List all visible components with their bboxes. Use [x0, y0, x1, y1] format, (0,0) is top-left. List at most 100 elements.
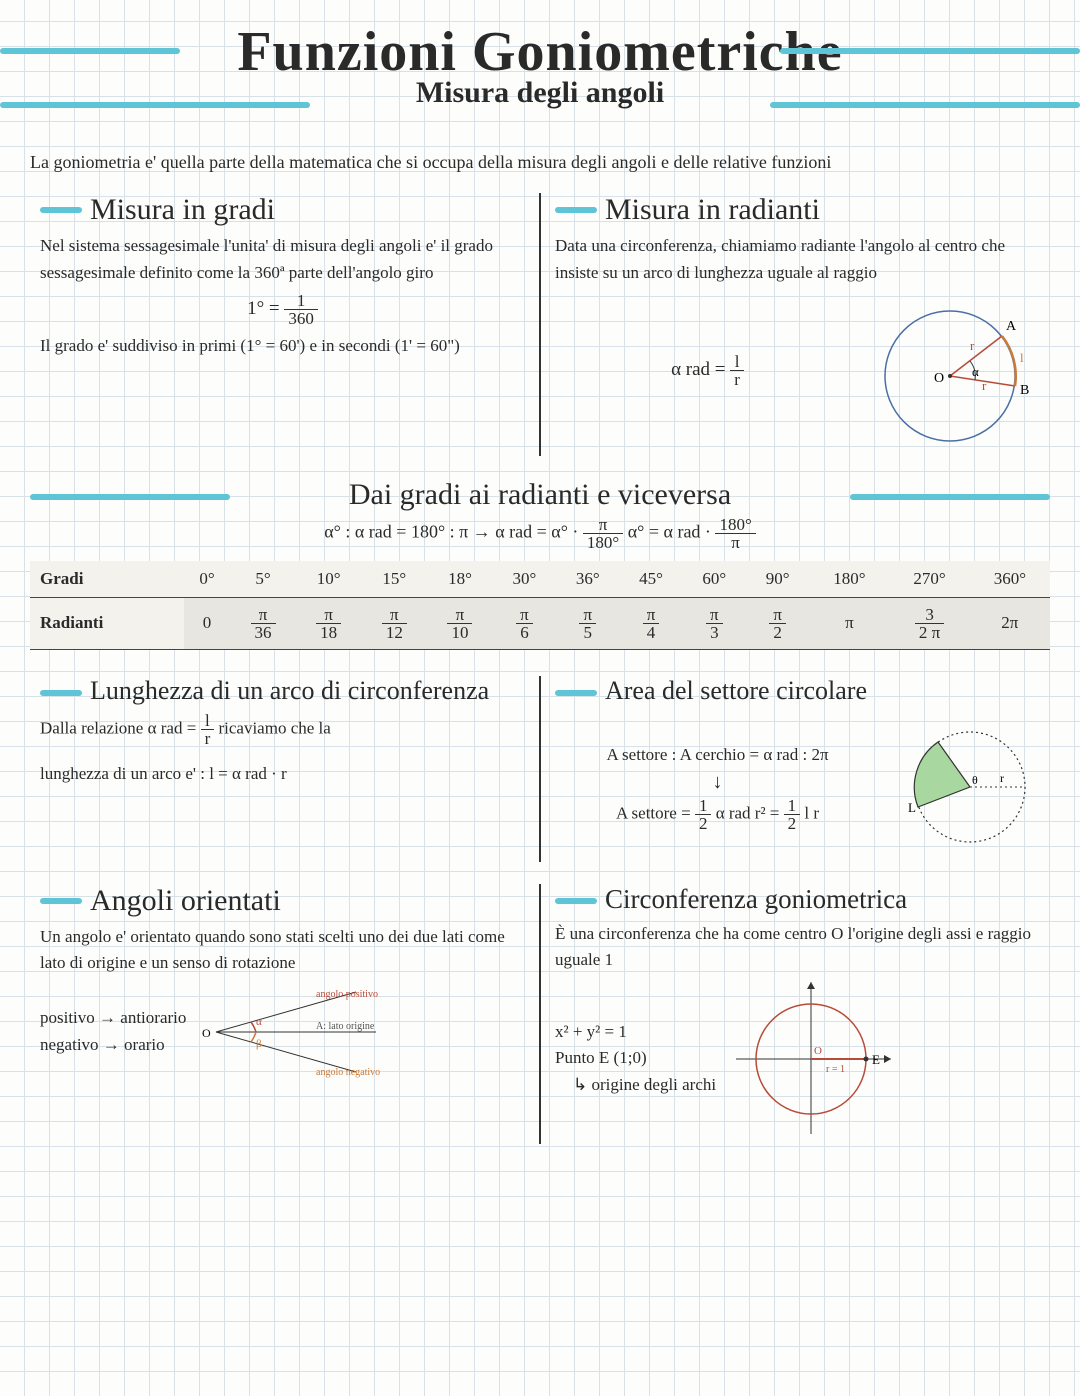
arrow-down-icon: ↓ — [555, 767, 880, 797]
unit-circle-diagram: O E r = 1 — [726, 974, 896, 1144]
sector-content: A settore : A cerchio = α rad : 2π ↓ A s… — [555, 712, 1040, 862]
table-cell: 60° — [683, 561, 746, 598]
table-cell: π — [809, 597, 889, 649]
heading-conversion: Dai gradi ai radianti e viceversa — [30, 478, 1050, 512]
fraction: π180° — [583, 516, 623, 551]
orient-p1: Un angolo e' orientato quando sono stati… — [40, 924, 525, 977]
fraction: 12 — [695, 797, 712, 832]
svg-text:r = 1: r = 1 — [826, 1064, 845, 1075]
table-cell: Radianti — [30, 597, 184, 649]
svg-text:O: O — [814, 1045, 822, 1057]
col-radianti: Misura in radianti Data una circonferenz… — [545, 193, 1050, 456]
column-divider — [539, 676, 541, 862]
table-cell: 32 π — [889, 597, 969, 649]
svg-text:angolo positivo: angolo positivo — [316, 989, 378, 1000]
table-cell: 45° — [619, 561, 682, 598]
conversion-table: Gradi0°5°10°15°18°30°36°45°60°90°180°270… — [30, 561, 1050, 650]
heading-orientati: Angoli orientati — [40, 884, 525, 918]
accent-bar — [0, 48, 180, 54]
table-cell: π3 — [683, 597, 746, 649]
table-cell: π5 — [556, 597, 619, 649]
table-cell: π6 — [493, 597, 556, 649]
gradi-p2: Il grado e' suddiviso in primi (1° = 60'… — [40, 333, 525, 359]
svg-text:B: B — [1020, 383, 1029, 398]
oriented-angle-diagram: O α β angolo positivo A: lato origine an… — [196, 977, 396, 1087]
table-cell: 30° — [493, 561, 556, 598]
arc-p1: Dalla relazione α rad = lr ricaviamo che… — [40, 712, 525, 747]
orient-pos: positivo → antiorario — [40, 1005, 186, 1031]
page-subtitle: Misura degli angoli — [30, 76, 1050, 110]
table-cell: 0 — [184, 597, 230, 649]
svg-text:β: β — [256, 1038, 262, 1050]
sector-p2: A settore = 12 α rad r² = 12 l r — [555, 797, 880, 832]
intro-text: La goniometria e' quella parte della mat… — [30, 150, 1050, 175]
table-cell: 90° — [746, 561, 809, 598]
column-divider — [539, 884, 541, 1144]
column-divider — [539, 193, 541, 456]
gon-pE: Punto E (1;0) — [555, 1045, 716, 1071]
col-arc: Lunghezza di un arco di circonferenza Da… — [30, 676, 535, 862]
orient-row: positivo → antiorario negativo → orario … — [40, 977, 525, 1087]
sector-diagram: θ L r — [890, 712, 1040, 862]
table-cell: π2 — [746, 597, 809, 649]
table-radianti-row: Radianti0π36π18π12π10π6π5π4π3π2π32 π2π — [30, 597, 1050, 649]
rad-formula: α rad = lr — [555, 353, 860, 388]
gon-pE2: ↳ origine degli archi — [555, 1072, 716, 1098]
row-arc-sector: Lunghezza di un arco di circonferenza Da… — [30, 676, 1050, 862]
svg-text:O: O — [934, 371, 944, 386]
svg-text:A: lato origine: A: lato origine — [316, 1021, 375, 1032]
svg-text:θ: θ — [972, 773, 978, 787]
fraction: 180°π — [715, 516, 755, 551]
table-cell: 360° — [970, 561, 1050, 598]
svg-text:r: r — [970, 338, 975, 353]
sector-p1: A settore : A cerchio = α rad : 2π — [555, 742, 880, 768]
table-cell: 10° — [296, 561, 362, 598]
table-cell: 18° — [427, 561, 493, 598]
table-cell: 5° — [230, 561, 296, 598]
table-header-row: Gradi0°5°10°15°18°30°36°45°60°90°180°270… — [30, 561, 1050, 598]
col-orientati: Angoli orientati Un angolo e' orientato … — [30, 884, 535, 1144]
svg-text:r: r — [1000, 771, 1004, 785]
svg-text:l: l — [1020, 350, 1024, 365]
table-cell: π10 — [427, 597, 493, 649]
arc-p2: lunghezza di un arco e' : l = α rad · r — [40, 761, 525, 787]
gradi-p1: Nel sistema sessagesimale l'unita' di mi… — [40, 233, 525, 286]
svg-text:angolo negativo: angolo negativo — [316, 1067, 380, 1078]
table-cell: 15° — [361, 561, 427, 598]
svg-text:α: α — [256, 1016, 262, 1028]
heading-goniometrica: Circonferenza goniometrica — [555, 884, 1040, 915]
rad-p1: Data una circonferenza, chiamiamo radian… — [555, 233, 1040, 286]
table-cell: 36° — [556, 561, 619, 598]
svg-text:E: E — [872, 1052, 880, 1067]
heading-arc: Lunghezza di un arco di circonferenza — [40, 676, 525, 706]
svg-text:A: A — [1006, 319, 1017, 334]
table-cell: Gradi — [30, 561, 184, 598]
heading-gradi: Misura in gradi — [40, 193, 525, 227]
formula-lhs: α rad = — [671, 359, 725, 380]
col-sector: Area del settore circolare A settore : A… — [545, 676, 1050, 862]
formula-lhs: 1° = — [247, 298, 280, 319]
fraction: lr — [730, 353, 744, 388]
fraction: 1360 — [284, 292, 318, 327]
table-cell: π36 — [230, 597, 296, 649]
svg-text:α: α — [972, 364, 979, 379]
col-gradi: Misura in gradi Nel sistema sessagesimal… — [30, 193, 535, 456]
accent-bar — [780, 48, 1080, 54]
table-cell: 2π — [970, 597, 1050, 649]
radian-circle-diagram: A B O r r l α — [870, 286, 1040, 456]
svg-text:L: L — [908, 800, 916, 815]
conversion-formula: α° : α rad = 180° : π → α rad = α° · π18… — [30, 516, 1050, 551]
orient-neg: negativo → orario — [40, 1032, 186, 1058]
rad-formula-row: α rad = lr A B O r r l α — [555, 286, 1040, 456]
row-measures: Misura in gradi Nel sistema sessagesimal… — [30, 193, 1050, 456]
gradi-formula: 1° = 1360 — [40, 292, 525, 327]
row-orient-gon: Angoli orientati Un angolo e' orientato … — [30, 884, 1050, 1144]
table-cell: 270° — [889, 561, 969, 598]
gon-eq: x² + y² = 1 — [555, 1019, 716, 1045]
gon-p1: È una circonferenza che ha come centro O… — [555, 921, 1040, 974]
table-cell: 0° — [184, 561, 230, 598]
table-cell: π18 — [296, 597, 362, 649]
fraction: lr — [201, 712, 215, 747]
table-cell: 180° — [809, 561, 889, 598]
svg-text:r: r — [982, 378, 987, 393]
